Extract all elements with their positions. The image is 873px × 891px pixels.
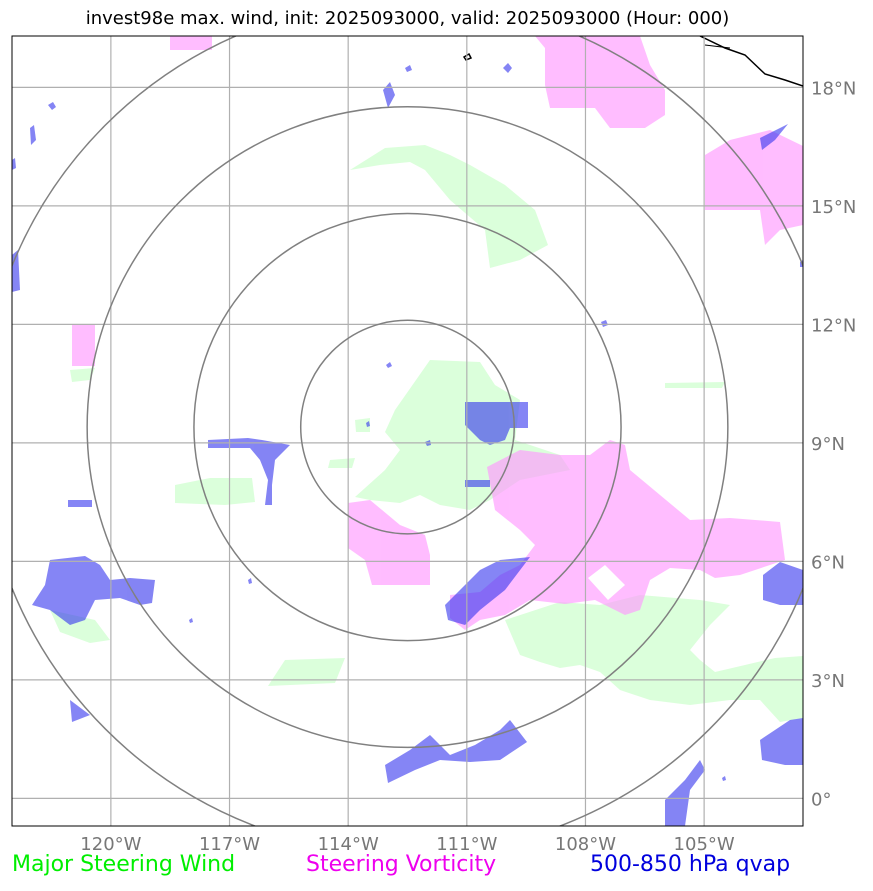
- range-rings: [12, 36, 803, 826]
- legend-qvap: 500-850 hPa qvap: [590, 852, 791, 877]
- map-title: invest98e max. wind, init: 2025093000, v…: [85, 8, 730, 29]
- lat-tick-label: 18°N: [811, 78, 856, 99]
- range-ring: [86, 105, 729, 749]
- steering-vorticity-fill: [72, 36, 803, 630]
- coastline: [699, 36, 803, 87]
- legend-steering-wind: Major Steering Wind: [12, 852, 236, 877]
- lat-tick-label: 0°: [811, 789, 831, 810]
- plot-frame: [11, 35, 804, 827]
- lon-tick-label: 105°W: [674, 834, 735, 855]
- lon-tick-label: 117°W: [199, 834, 260, 855]
- steering-wind-fill: [50, 145, 803, 722]
- vorticity-hole: [588, 565, 625, 600]
- lon-tick-label: 114°W: [318, 834, 379, 855]
- range-ring: [193, 212, 622, 642]
- range-ring: [299, 319, 516, 535]
- lat-tick-label: 15°N: [811, 197, 856, 218]
- lat-tick-label: 12°N: [811, 315, 856, 336]
- lat-tick-label: 9°N: [811, 434, 845, 455]
- lon-tick-label: 108°W: [555, 834, 616, 855]
- legend-steering-vorticity: Steering Vorticity: [306, 852, 497, 877]
- lat-tick-label: 3°N: [811, 671, 845, 692]
- lat-tick-label: 6°N: [811, 552, 845, 573]
- island-outline: [462, 52, 473, 61]
- lon-tick-label: 111°W: [436, 834, 497, 855]
- graticule: [12, 36, 803, 826]
- axis-ticks: 120°W 117°W 114°W 111°W 108°W 105°W 0° 3°N 6°N 9°…: [80, 78, 856, 855]
- lon-tick-label: 120°W: [80, 834, 141, 855]
- coast-edge: [704, 44, 731, 49]
